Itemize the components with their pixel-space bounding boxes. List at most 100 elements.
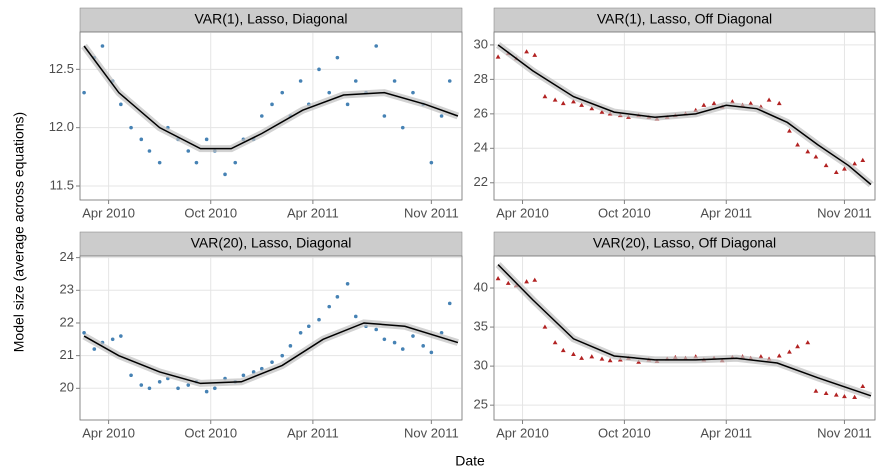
point [860, 383, 866, 389]
point [776, 100, 782, 106]
point [147, 386, 152, 391]
point [298, 79, 303, 83]
y-tick-label: 30 [474, 36, 488, 51]
point [495, 54, 501, 59]
x-tick-label: Oct 2010 [598, 205, 651, 220]
point [813, 154, 819, 159]
strip [79, 7, 463, 33]
point [579, 102, 585, 107]
point [842, 393, 847, 399]
panel-border [493, 31, 876, 201]
point [270, 360, 274, 364]
point [439, 114, 444, 118]
y-tick-label: 25 [474, 397, 488, 412]
point [447, 79, 452, 83]
point [147, 149, 152, 153]
point [213, 386, 217, 391]
x-tick-label: Apr 2010 [82, 425, 135, 440]
panel-border [493, 255, 876, 421]
point [860, 157, 866, 162]
point [795, 142, 800, 147]
point [327, 304, 332, 309]
point [411, 90, 415, 95]
strip [79, 231, 463, 257]
point [306, 324, 311, 329]
panel-border [79, 255, 463, 421]
point [813, 388, 819, 393]
fit-line [497, 44, 872, 186]
point [270, 102, 274, 107]
point [400, 125, 405, 130]
x-tick-label: Apr 2011 [287, 205, 339, 220]
fit-line [497, 264, 872, 397]
point [298, 330, 303, 335]
y-tick-label: 40 [474, 279, 488, 294]
point [447, 301, 452, 306]
point [345, 281, 350, 286]
point [119, 334, 123, 338]
y-tick-label: 11.5 [50, 177, 74, 192]
point [129, 125, 133, 130]
x-tick-label: Apr 2011 [700, 205, 752, 220]
y-tick-label: 12.0 [49, 119, 74, 134]
y-tick-label: 26 [474, 105, 488, 120]
point [571, 99, 576, 104]
point [701, 102, 707, 107]
point [288, 344, 293, 348]
y-tick-label: 20 [60, 380, 74, 395]
point [823, 390, 829, 396]
point [552, 340, 558, 345]
panel-title: VAR(1), Lasso, Diagonal [194, 11, 347, 27]
point [495, 276, 501, 281]
point [129, 373, 133, 378]
x-tick-label: Oct 2010 [184, 425, 237, 440]
point [805, 149, 811, 154]
point [589, 106, 595, 111]
point [100, 44, 105, 48]
point [429, 160, 434, 165]
point [119, 102, 123, 107]
panel-border [79, 31, 463, 201]
point [823, 162, 829, 168]
x-tick-label: Nov 2011 [404, 425, 459, 440]
point [560, 347, 566, 353]
fit-line [83, 45, 459, 150]
point [345, 102, 350, 107]
point [589, 354, 595, 359]
point [353, 79, 358, 83]
point [280, 90, 285, 95]
point [317, 317, 321, 322]
point [176, 386, 180, 391]
point [411, 334, 415, 338]
point [382, 114, 387, 118]
point [374, 44, 379, 48]
point [223, 172, 227, 177]
point [353, 314, 358, 319]
y-tick-label: 28 [474, 71, 488, 86]
y-tick-label: 12.5 [49, 61, 74, 76]
point [139, 383, 144, 387]
point [110, 337, 115, 342]
point [833, 169, 839, 175]
point [776, 353, 782, 358]
point [186, 149, 191, 153]
x-tick-label: Nov 2011 [817, 205, 872, 220]
point [833, 392, 839, 397]
point [335, 55, 340, 60]
x-tick-label: Nov 2011 [404, 205, 459, 220]
point [382, 337, 387, 342]
point [795, 343, 800, 349]
point [280, 353, 285, 358]
x-tick-label: Apr 2010 [496, 425, 549, 440]
point [852, 394, 858, 399]
point [542, 94, 548, 99]
y-tick-label: 35 [474, 319, 488, 334]
point [560, 100, 566, 106]
x-tick-label: Apr 2010 [82, 205, 135, 220]
panel [79, 255, 463, 421]
x-tick-label: Apr 2010 [496, 205, 549, 220]
point [505, 280, 511, 285]
point [157, 379, 162, 384]
point [532, 277, 538, 282]
y-tick-label: 24 [60, 249, 74, 264]
